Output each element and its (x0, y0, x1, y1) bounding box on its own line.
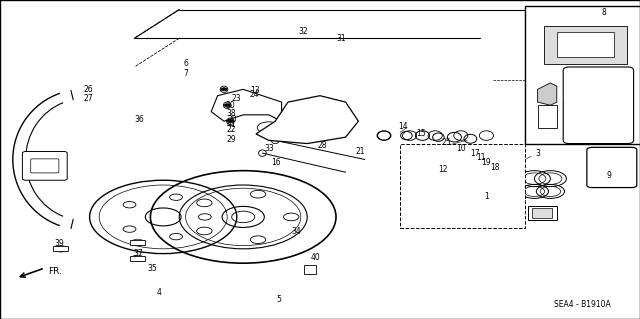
Text: 41: 41 (227, 120, 237, 129)
Bar (538, 105, 557, 128)
Text: 22: 22 (227, 125, 236, 134)
Text: 27: 27 (83, 94, 93, 103)
Bar (400, 144, 525, 228)
Circle shape (221, 88, 227, 91)
Polygon shape (256, 96, 358, 144)
Circle shape (224, 104, 230, 107)
Text: 7: 7 (183, 69, 188, 78)
Text: 25: 25 (442, 138, 452, 147)
Bar (532, 208, 552, 218)
Text: 36: 36 (134, 115, 145, 124)
Polygon shape (538, 83, 557, 105)
Text: 4: 4 (156, 288, 161, 297)
Text: 19: 19 (481, 158, 492, 167)
Text: 18: 18 (490, 163, 499, 172)
Bar (304, 265, 316, 274)
Text: 33: 33 (264, 144, 274, 153)
Polygon shape (211, 89, 282, 121)
Text: 16: 16 (271, 158, 282, 167)
Bar (130, 256, 145, 261)
Text: 12: 12 (438, 165, 447, 174)
Text: 3: 3 (535, 149, 540, 158)
Bar (544, 26, 627, 64)
Text: 34: 34 (291, 227, 301, 236)
Text: 39: 39 (54, 239, 65, 248)
Text: 38: 38 (227, 109, 237, 118)
Bar (528, 206, 557, 220)
Text: 31: 31 (336, 34, 346, 43)
Text: 13: 13 (250, 86, 260, 95)
Text: 24: 24 (250, 90, 260, 99)
Text: 37: 37 (133, 249, 143, 258)
FancyBboxPatch shape (31, 159, 59, 173)
Text: 26: 26 (83, 85, 93, 94)
Text: 35: 35 (147, 264, 157, 273)
Circle shape (227, 120, 234, 123)
Text: 9: 9 (607, 171, 612, 180)
Bar (130, 240, 145, 245)
Text: 29: 29 (227, 135, 237, 144)
Bar (563, 102, 627, 134)
Text: 32: 32 (298, 27, 308, 36)
Text: 1: 1 (484, 192, 489, 201)
Text: 11: 11 (477, 153, 486, 162)
Bar (53, 246, 68, 251)
Text: 8: 8 (602, 8, 607, 17)
Text: 20: 20 (227, 115, 237, 124)
Text: 21: 21 (356, 147, 365, 156)
FancyBboxPatch shape (22, 152, 67, 180)
FancyBboxPatch shape (563, 67, 634, 144)
Text: 6: 6 (183, 59, 188, 68)
Text: 15: 15 (416, 129, 426, 138)
Text: 40: 40 (310, 253, 321, 262)
Text: 17: 17 (470, 149, 480, 158)
Text: 30: 30 (225, 101, 236, 110)
Text: FR.: FR. (48, 267, 62, 276)
Bar (557, 32, 614, 57)
Bar (525, 6, 640, 144)
Text: 10: 10 (456, 144, 466, 153)
Text: 23: 23 (232, 94, 242, 103)
FancyBboxPatch shape (587, 147, 637, 188)
Text: 28: 28 (318, 141, 327, 150)
Text: 5: 5 (276, 295, 281, 304)
Text: SEA4 - B1910A: SEA4 - B1910A (554, 300, 611, 309)
Text: 14: 14 (398, 122, 408, 130)
